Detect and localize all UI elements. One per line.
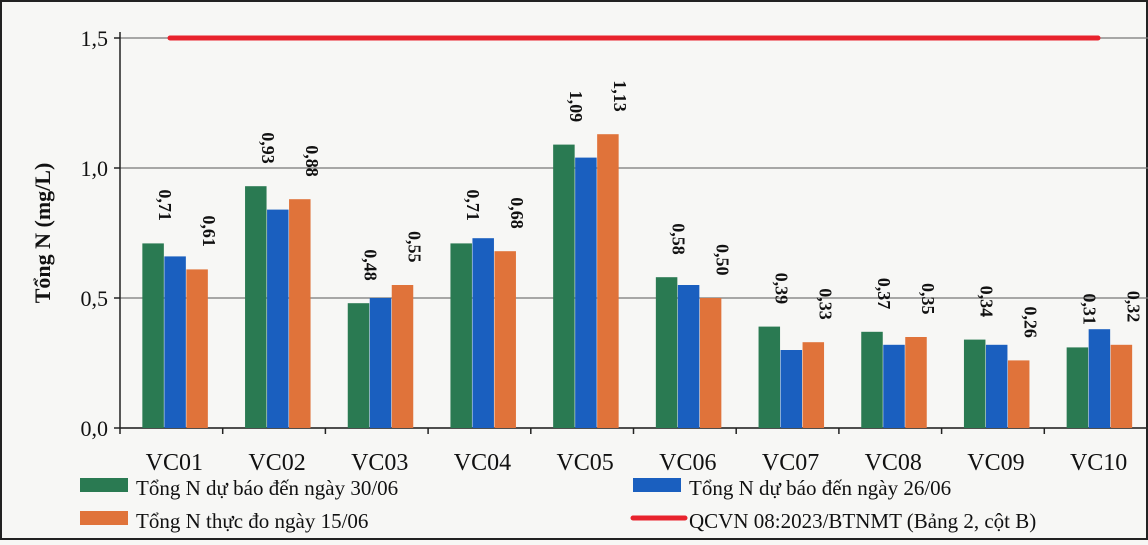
data-label: 0,33 <box>815 288 835 320</box>
bar-3 <box>699 298 722 428</box>
bar-3 <box>905 337 927 428</box>
data-label: 0,58 <box>669 223 689 255</box>
bar-1 <box>963 339 986 428</box>
data-label: 0,71 <box>155 189 175 221</box>
data-label: 0,31 <box>1079 293 1099 325</box>
x-category-label: VC08 <box>865 450 922 476</box>
bar-1 <box>655 277 678 428</box>
bar-3 <box>802 342 825 428</box>
data-label: 0,88 <box>302 145 322 177</box>
legend-label: Tổng N thực đo ngày 15/06 <box>136 509 368 533</box>
bar-3 <box>186 269 208 428</box>
data-label: 0,50 <box>713 244 733 276</box>
bar-2 <box>883 344 905 428</box>
data-label: 0,39 <box>771 273 791 305</box>
data-label: 0,93 <box>258 132 278 164</box>
bar-1 <box>245 186 267 428</box>
bar-2 <box>780 350 803 428</box>
x-category-label: VC07 <box>762 450 819 476</box>
y-tick-label: 1,0 <box>81 156 109 181</box>
bar-1 <box>142 243 164 428</box>
data-label: 0,32 <box>1123 291 1143 323</box>
bar-3 <box>597 134 619 428</box>
data-label: 1,13 <box>610 80 630 112</box>
x-category-label: VC09 <box>967 450 1024 476</box>
x-category-label: VC04 <box>454 450 511 476</box>
data-label: 0,37 <box>874 278 894 310</box>
bar-2 <box>369 298 392 428</box>
data-label: 0,35 <box>918 283 938 315</box>
data-label: 0,55 <box>405 231 425 263</box>
bar-1 <box>347 303 370 428</box>
x-category-label: VC10 <box>1070 450 1127 476</box>
bar-3 <box>1007 360 1030 428</box>
data-label: 0,48 <box>361 249 381 281</box>
bar-2 <box>164 256 186 428</box>
bar-3 <box>391 285 414 428</box>
bar-2 <box>267 209 289 428</box>
y-axis-label: Tổng N (mg/L) <box>30 163 55 304</box>
bar-3 <box>1110 344 1133 428</box>
legend-swatch <box>633 478 681 492</box>
bar-2 <box>1088 329 1111 428</box>
data-label: 1,09 <box>566 91 586 123</box>
bar-2 <box>575 157 597 428</box>
legend-label: Tổng N dự báo đến ngày 30/06 <box>136 476 398 500</box>
data-label: 0,71 <box>463 189 483 221</box>
bar-2 <box>677 285 700 428</box>
bar-2 <box>985 344 1008 428</box>
bar-1 <box>1066 347 1089 428</box>
legend-swatch <box>80 511 128 525</box>
bar-1 <box>861 331 883 428</box>
bar-3 <box>289 199 311 428</box>
x-category-label: VC01 <box>146 450 203 476</box>
data-label: 0,68 <box>507 197 527 229</box>
legend-label: QCVN 08:2023/BTNMT (Bảng 2, cột B) <box>689 509 1036 533</box>
y-tick-label: 0,0 <box>81 416 109 441</box>
x-category-label: VC06 <box>659 450 716 476</box>
legend-label: Tổng N dự báo đến ngày 26/06 <box>689 476 951 500</box>
data-label: 0,34 <box>977 286 997 318</box>
x-category-label: VC05 <box>556 450 613 476</box>
y-tick-label: 1,5 <box>81 26 109 51</box>
x-category-label: VC03 <box>351 450 408 476</box>
bar-1 <box>450 243 472 428</box>
data-label: 0,61 <box>199 215 219 247</box>
bar-2 <box>472 238 494 428</box>
bar-1 <box>553 144 575 428</box>
legend-swatch <box>80 478 128 492</box>
bar-1 <box>758 326 781 428</box>
x-category-label: VC02 <box>248 450 305 476</box>
data-label: 0,26 <box>1021 306 1041 338</box>
bar-3 <box>494 251 516 428</box>
y-tick-label: 0,5 <box>81 286 109 311</box>
